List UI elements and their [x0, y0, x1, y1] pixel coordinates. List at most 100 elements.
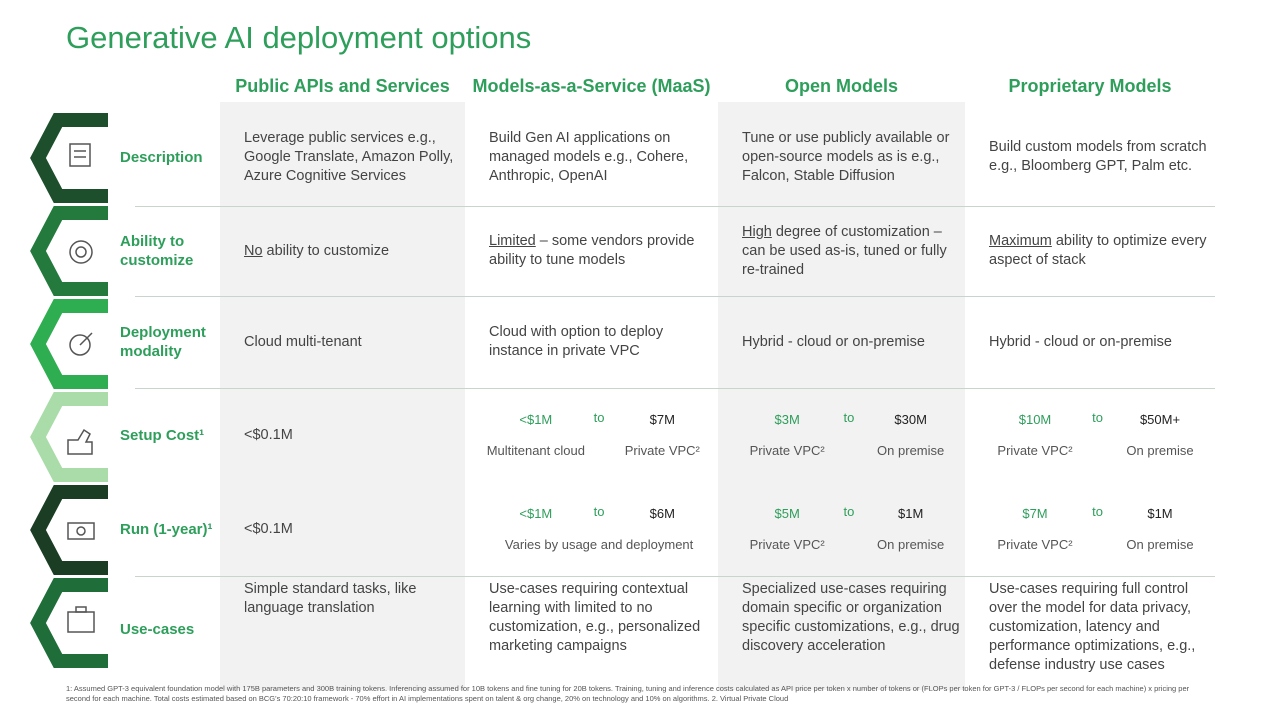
cost-label: Private VPC² [749, 442, 825, 458]
cell-text: Leverage public services e.g., Google Tr… [244, 129, 461, 186]
cost-low: $10M [1018, 411, 1052, 427]
cell: Tune or use publicly available or open-s… [718, 110, 965, 204]
chevron [30, 113, 108, 203]
cost-to: to [593, 503, 605, 519]
cost-label: Private VPC² [749, 536, 825, 552]
cell: Build custom models from scratch e.g., B… [965, 110, 1215, 204]
cell-text: Hybrid - cloud or on-premise [742, 333, 925, 352]
row-label: Use-cases [120, 620, 195, 638]
text: Hybrid - cloud or on-premise [742, 333, 925, 350]
cost-low: $3M [774, 411, 800, 427]
text: Cloud with option to deploy instance in … [489, 324, 664, 359]
cell: <$0.1M [220, 483, 465, 576]
text: Simple standard tasks, like language tra… [244, 581, 417, 616]
column-band [220, 102, 465, 690]
chevron [30, 578, 108, 668]
icon-gear [69, 334, 91, 356]
cost-to: to [1092, 409, 1103, 425]
icon-money [67, 522, 95, 540]
row-chevrons [30, 113, 108, 668]
row-label: Ability to customize [120, 233, 194, 269]
cost-label: Private VPC² [997, 536, 1073, 552]
cell-text: Use-cases requiring contextual learning … [489, 580, 714, 656]
cell-text: <$0.1M [244, 520, 293, 539]
cost-high: $1M [1147, 505, 1173, 521]
cell: Use-cases requiring full control over th… [965, 576, 1215, 682]
cost-label: On premise [1126, 442, 1194, 458]
cost-low: $7M [1022, 505, 1048, 521]
row-separator [135, 388, 1215, 389]
column-header: Proprietary Models [1008, 76, 1172, 96]
icon-document [69, 143, 91, 167]
cell: Use-cases requiring contextual learning … [465, 576, 718, 682]
chevron [30, 299, 108, 389]
cell-text: Tune or use publicly available or open-s… [742, 129, 961, 186]
cost-label: On premise [1126, 536, 1194, 552]
row-separator [135, 206, 1215, 207]
icon-hand [67, 428, 93, 455]
cost-label: Private VPC² [624, 442, 700, 458]
cell: No ability to customize [220, 206, 465, 296]
cell: Specialized use-cases requiring domain s… [718, 576, 965, 682]
cost-high: $1M [898, 505, 924, 521]
text: degree of customization – can be used as… [742, 223, 947, 278]
text: ability to optimize every aspect of stac… [989, 233, 1207, 268]
text: Leverage public services e.g., Google Tr… [244, 129, 454, 184]
cell: Maximum ability to optimize every aspect … [965, 206, 1215, 296]
cost-high: $6M [649, 505, 675, 521]
text: Build Gen AI applications on managed mod… [489, 129, 689, 184]
cell-text: Cloud multi-tenant [244, 333, 362, 352]
column-header: Public APIs and Services [235, 76, 450, 96]
row-label: Setup Cost¹ [120, 427, 205, 444]
cost-to: to [843, 503, 855, 519]
cell: Simple standard tasks, like language tra… [220, 576, 465, 682]
cost-high: $30M [894, 411, 927, 427]
cell: Limited – some vendors provide ability to… [465, 206, 718, 296]
cost-low: $5M [774, 505, 800, 521]
cost-low: <$1M [519, 411, 553, 427]
cell-text: Specialized use-cases requiring domain s… [742, 580, 961, 656]
text: Cloud multi-tenant [244, 333, 362, 350]
emphasis: Limited [489, 233, 536, 249]
text: Use-cases requiring contextual learning … [489, 581, 701, 654]
column-band [718, 102, 965, 690]
cost-to: to [1092, 503, 1103, 519]
cost-label: Private VPC² [997, 442, 1073, 458]
cell: Build Gen AI applications on managed mod… [465, 110, 718, 204]
cell-text: Hybrid - cloud or on-premise [989, 333, 1172, 352]
chevron [30, 206, 108, 296]
icon-briefcase [67, 611, 95, 633]
cell: Hybrid - cloud or on-premise [965, 296, 1215, 388]
cell: Hybrid - cloud or on-premise [718, 296, 965, 388]
cell-text: Use-cases requiring full control over th… [989, 580, 1211, 675]
row-label: Deployment modality [120, 324, 206, 360]
cell: <$0.1M [220, 388, 465, 483]
text: Use-cases requiring full control over th… [989, 581, 1196, 673]
emphasis: No [244, 242, 263, 259]
cell: High degree of customization – can be use… [718, 206, 965, 296]
chevron [30, 392, 108, 482]
row-separator [135, 296, 1215, 297]
column-header: Open Models [784, 76, 898, 96]
cell-text: <$0.1M [244, 426, 293, 445]
row-label: Run (1-year)¹ [120, 521, 213, 538]
text: Specialized use-cases requiring domain s… [742, 581, 960, 654]
text: Hybrid - cloud or on-premise [989, 333, 1172, 350]
cell-text: Build Gen AI applications on managed mod… [489, 129, 714, 186]
cost-high: $50M+ [1139, 411, 1181, 427]
cost-to: to [593, 409, 605, 425]
text: Build custom models from scratch e.g., B… [989, 139, 1207, 174]
emphasis: Maximum [989, 233, 1052, 249]
cell-text: High degree of customization – can be use… [742, 223, 961, 280]
title: Generative AI deployment options [66, 20, 532, 55]
cell-text: Build custom models from scratch e.g., B… [989, 138, 1211, 176]
cell: Cloud multi-tenant [220, 296, 465, 388]
cell-text: Maximum ability to optimize every aspect … [989, 232, 1211, 270]
footnote: 1: Assumed GPT-3 equivalent foundation m… [66, 684, 1190, 703]
row-separator [135, 576, 1215, 577]
cost-low: <$1M [519, 505, 553, 521]
cost-high: $7M [649, 411, 675, 427]
cell: Leverage public services e.g., Google Tr… [220, 110, 465, 204]
row-label: Description [120, 148, 203, 166]
